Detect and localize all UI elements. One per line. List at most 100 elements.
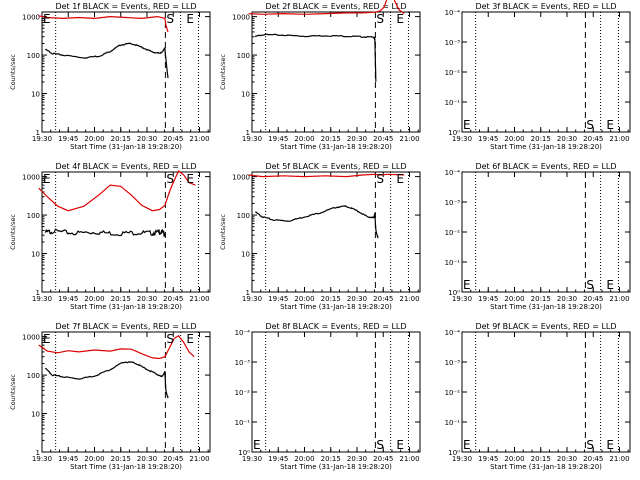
lld-series-line <box>38 335 195 360</box>
marker-label-s: S <box>586 118 594 132</box>
x-tick-label: 20:45 <box>373 135 393 143</box>
panel-title: Det 5f BLACK = Events, RED = LLD <box>265 162 406 171</box>
x-tick-label: 20:45 <box>583 455 603 463</box>
marker-label-start: E <box>43 12 51 26</box>
x-tick-label: 20:15 <box>321 295 341 303</box>
panel-title: Det 4f BLACK = Events, RED = LLD <box>55 162 196 171</box>
marker-label-s: S <box>376 12 384 26</box>
y-tick-label: 10 <box>31 251 40 259</box>
x-tick-label: 21:00 <box>399 295 419 303</box>
panel-title: Det 3f BLACK = Events, RED = LLD <box>475 2 616 11</box>
x-tick-label: 20:30 <box>557 455 577 463</box>
y-tick-label: 10⁻¹ <box>445 419 461 427</box>
x-tick-label: 20:15 <box>111 135 131 143</box>
marker-label-s: S <box>376 438 384 452</box>
y-tick-label: 10⁰ <box>448 449 460 457</box>
marker-label-s: S <box>586 278 594 292</box>
x-tick-label: 20:15 <box>531 455 551 463</box>
events-series-line <box>255 205 379 239</box>
marker-label-end: E <box>606 118 614 132</box>
marker-label-start: E <box>463 438 471 452</box>
x-tick-label: 20:00 <box>504 295 524 303</box>
x-tick-label: 19:30 <box>452 455 472 463</box>
x-axis-label: Start Time (31-Jan-18 19:28:20) <box>280 143 392 151</box>
marker-label-start: E <box>43 172 51 186</box>
marker-label-start: E <box>43 332 51 346</box>
panel-det-4: Det 4f BLACK = Events, RED = LLD 19:30 19:… <box>9 162 211 311</box>
x-tick-label: 20:30 <box>557 135 577 143</box>
x-tick-label: 19:45 <box>268 295 288 303</box>
x-axis-label: Start Time (31-Jan-18 19:28:20) <box>490 463 602 471</box>
y-tick-label: 1000 <box>232 174 250 182</box>
y-tick-label: 1 <box>246 289 250 297</box>
y-axis-label: Counts/sec <box>219 214 227 250</box>
y-tick-label: 10⁻² <box>235 389 251 397</box>
x-tick-label: 20:45 <box>373 455 393 463</box>
x-tick-label: 20:15 <box>531 295 551 303</box>
y-tick-label: 10⁻⁴ <box>445 9 461 17</box>
x-tick-label: 21:00 <box>609 135 629 143</box>
y-tick-label: 10⁰ <box>238 449 250 457</box>
plot-frame <box>41 171 211 293</box>
y-tick-label: 10⁻¹ <box>445 259 461 267</box>
plot-frame <box>41 11 211 133</box>
x-tick-label: 19:45 <box>58 135 78 143</box>
x-tick-label: 19:30 <box>452 135 472 143</box>
y-axis-label: Counts/sec <box>219 54 227 90</box>
y-tick-label: 1000 <box>232 14 250 22</box>
x-tick-label: 19:45 <box>478 135 498 143</box>
y-tick-label: 10 <box>31 91 40 99</box>
lld-series-line <box>248 0 405 15</box>
y-tick-label: 10⁻² <box>445 229 461 237</box>
x-tick-label: 20:00 <box>84 295 104 303</box>
panel-title: Det 9f BLACK = Events, RED = LLD <box>475 322 616 331</box>
lld-series-line <box>38 170 196 212</box>
x-axis-label: Start Time (31-Jan-18 19:28:20) <box>70 303 182 311</box>
y-tick-label: 10⁰ <box>448 289 460 297</box>
marker-label-end: E <box>186 332 194 346</box>
y-tick-label: 100 <box>237 212 250 220</box>
marker-label-start: E <box>463 278 471 292</box>
marker-label-start: E <box>463 118 471 132</box>
plot-frame <box>251 171 421 293</box>
y-tick-label: 10⁻³ <box>445 199 461 207</box>
panel-title: Det 1f BLACK = Events, RED = LLD <box>55 2 196 11</box>
x-tick-label: 19:45 <box>58 295 78 303</box>
x-tick-label: 20:30 <box>137 455 157 463</box>
plot-frame <box>461 171 631 293</box>
marker-label-end: E <box>606 438 614 452</box>
marker-label-end: E <box>396 172 404 186</box>
x-tick-label: 21:00 <box>399 455 419 463</box>
panel-det-6: Det 6f BLACK = Events, RED = LLD 19:30 19:… <box>445 162 631 311</box>
y-tick-label: 100 <box>27 52 40 60</box>
y-tick-label: 1 <box>246 129 250 137</box>
events-series-line <box>45 42 169 79</box>
x-tick-label: 19:30 <box>32 295 52 303</box>
y-tick-label: 10⁰ <box>448 129 460 137</box>
y-axis-label: Counts/sec <box>9 374 17 410</box>
plot-frame <box>461 11 631 133</box>
x-tick-label: 19:45 <box>58 455 78 463</box>
x-axis-label: Start Time (31-Jan-18 19:28:20) <box>70 463 182 471</box>
x-tick-label: 20:45 <box>163 135 183 143</box>
x-tick-label: 19:30 <box>242 455 262 463</box>
x-tick-label: 20:30 <box>347 295 367 303</box>
x-tick-label: 20:45 <box>163 295 183 303</box>
marker-label-end: E <box>606 278 614 292</box>
x-tick-label: 20:30 <box>347 455 367 463</box>
marker-label-s: S <box>166 12 174 26</box>
y-tick-label: 1 <box>36 289 40 297</box>
x-tick-label: 19:30 <box>32 135 52 143</box>
y-tick-label: 10⁻³ <box>235 359 251 367</box>
x-tick-label: 20:45 <box>373 295 393 303</box>
panel-title: Det 2f BLACK = Events, RED = LLD <box>265 2 406 11</box>
y-tick-label: 10⁻³ <box>445 359 461 367</box>
marker-label-s: S <box>166 332 174 346</box>
y-tick-label: 10⁻² <box>445 69 461 77</box>
y-axis-label: Counts/sec <box>9 214 17 250</box>
x-tick-label: 20:15 <box>321 455 341 463</box>
x-tick-label: 19:30 <box>242 135 262 143</box>
x-tick-label: 20:00 <box>84 135 104 143</box>
panel-title: Det 7f BLACK = Events, RED = LLD <box>55 322 196 331</box>
